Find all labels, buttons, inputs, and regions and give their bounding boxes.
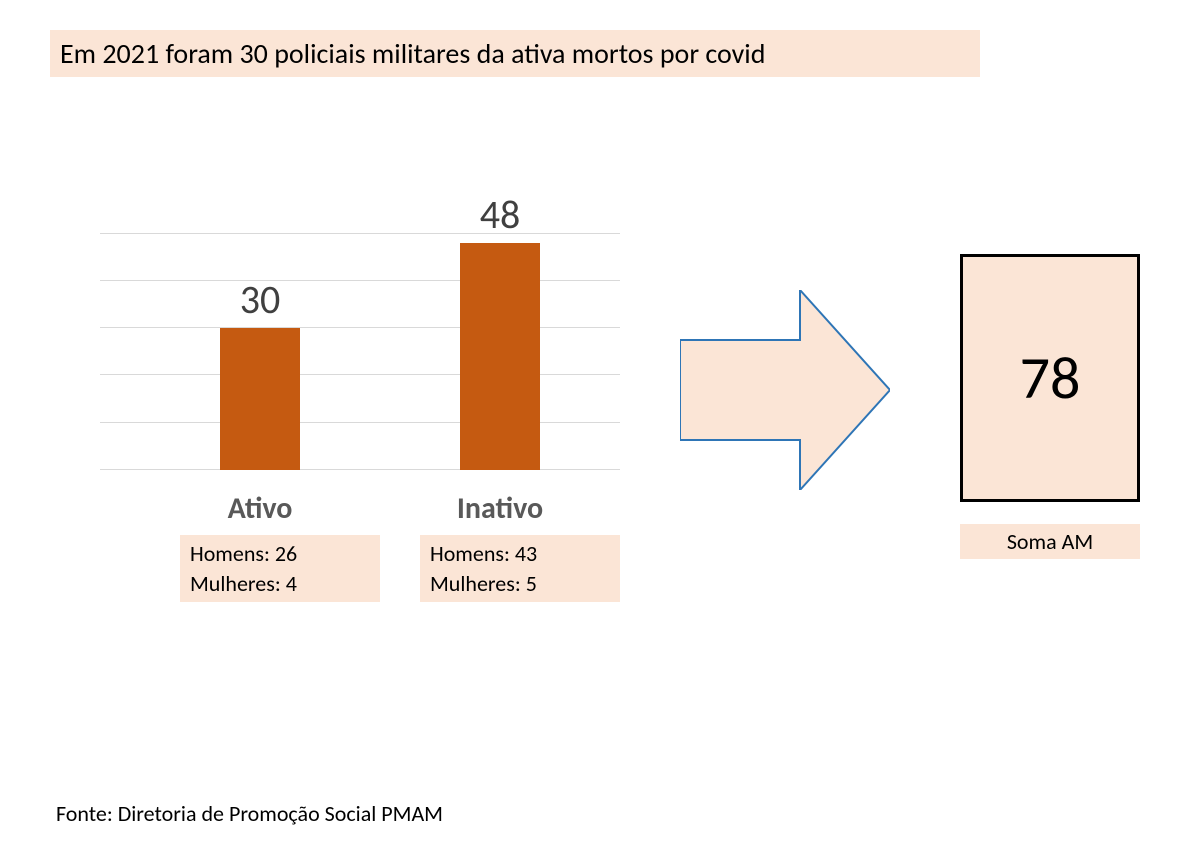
breakdown-men: Homens: 43 — [430, 539, 610, 569]
gridline — [100, 327, 620, 328]
total-box: 78 — [960, 254, 1140, 502]
bar — [460, 243, 540, 470]
bar-value: 30 — [200, 275, 320, 324]
bar-chart: 3048 — [100, 210, 620, 470]
breakdown-women: Mulheres: 5 — [430, 569, 610, 599]
breakdown-box: Homens: 26Mulheres: 4 — [180, 535, 380, 602]
total-label-text: Soma AM — [1007, 528, 1093, 555]
chart-grid — [100, 210, 620, 470]
gridline — [100, 280, 620, 281]
bar-category-label: Inativo — [420, 490, 580, 527]
total-label: Soma AM — [960, 524, 1140, 559]
source-text: Fonte: Diretoria de Promoção Social PMAM — [56, 800, 443, 827]
bar — [220, 328, 300, 470]
title-text: Em 2021 foram 30 policiais militares da … — [60, 36, 765, 71]
gridline — [100, 374, 620, 375]
breakdown-box: Homens: 43Mulheres: 5 — [420, 535, 620, 602]
arrow-shape — [680, 290, 890, 490]
breakdown-men: Homens: 26 — [190, 539, 370, 569]
bar-value: 48 — [440, 190, 560, 239]
breakdown-women: Mulheres: 4 — [190, 569, 370, 599]
total-value: 78 — [1020, 342, 1081, 415]
gridline — [100, 422, 620, 423]
bar-category-label: Ativo — [180, 490, 340, 527]
arrow-icon — [680, 290, 890, 490]
gridline — [100, 469, 620, 470]
title-banner: Em 2021 foram 30 policiais militares da … — [50, 30, 980, 77]
